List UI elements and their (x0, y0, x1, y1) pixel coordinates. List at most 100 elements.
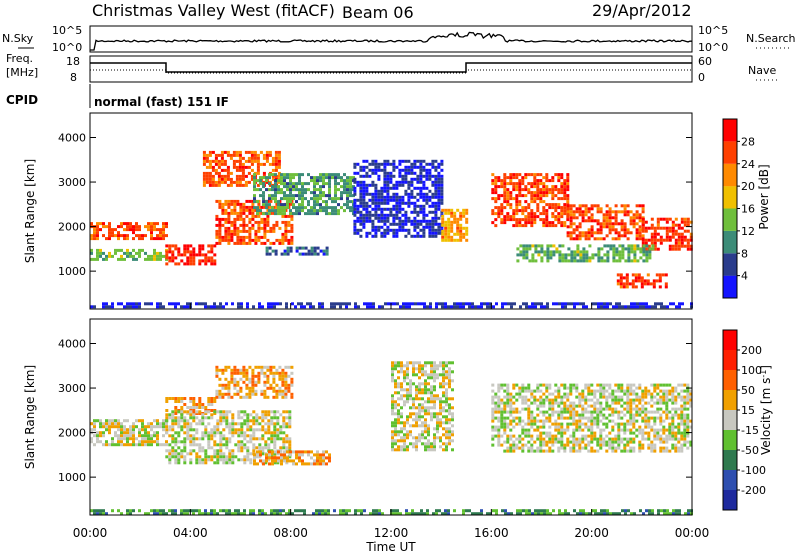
power-cell (509, 203, 513, 207)
power-cell (611, 210, 615, 214)
power-cell (497, 176, 501, 180)
power-cell (295, 206, 298, 210)
velocity-cell (111, 443, 114, 447)
power-cell (211, 180, 215, 184)
velocity-cell (632, 401, 636, 405)
velocity-cell (433, 415, 436, 419)
power-cell (242, 208, 246, 212)
velocity-cell (409, 394, 412, 398)
power-cell (542, 191, 546, 195)
velocity-cell (542, 401, 546, 405)
velocity-cell (261, 425, 265, 429)
velocity-cell (439, 382, 442, 386)
velocity-cell (266, 386, 270, 390)
power-cell (280, 191, 283, 195)
power-cell (678, 305, 681, 309)
power-cell (637, 279, 641, 283)
power-cell (578, 234, 582, 238)
power-cell (256, 171, 260, 175)
velocity-cell (439, 400, 442, 404)
velocity-cell (242, 365, 246, 369)
power-cell (377, 174, 381, 178)
power-cell (527, 212, 531, 216)
power-cell (528, 259, 532, 263)
velocity-cell (638, 401, 642, 405)
velocity-cell (415, 424, 418, 428)
power-cell (221, 238, 225, 242)
power-cell (533, 215, 537, 219)
velocity-cell (617, 386, 621, 390)
power-cell (271, 188, 274, 192)
velocity-cell (288, 455, 292, 459)
velocity-cell (126, 434, 129, 438)
power-cell (114, 234, 117, 238)
power-cell (404, 159, 408, 163)
velocity-cell (653, 419, 657, 423)
velocity-cell (120, 437, 123, 441)
power-cell (407, 228, 411, 232)
power-cell (515, 203, 519, 207)
power-cell (459, 211, 463, 215)
power-cell (584, 204, 588, 208)
power-cell (503, 218, 507, 222)
power-cell (153, 225, 156, 229)
velocity-cell (289, 453, 292, 457)
velocity-cell (536, 434, 540, 438)
power-cell (168, 259, 172, 263)
velocity-cell (228, 458, 232, 462)
velocity-cell (421, 415, 424, 419)
velocity-cell (578, 443, 582, 447)
power-cell (322, 179, 325, 183)
velocity-cell (243, 458, 247, 462)
velocity-cell (566, 422, 570, 426)
power-cell (558, 259, 562, 263)
velocity-cell (626, 404, 630, 408)
power-cell (608, 207, 612, 211)
power-cell (398, 168, 402, 172)
velocity-cell (424, 445, 427, 449)
power-ylabel: Slant Range [km] (23, 159, 37, 263)
power-cell (165, 222, 168, 226)
power-cell (114, 248, 117, 252)
velocity-cell (415, 361, 418, 365)
power-cell (413, 165, 417, 169)
velocity-cell (572, 446, 576, 450)
power-cell (269, 241, 273, 245)
velocity-cell (283, 456, 286, 460)
velocity-cell (418, 418, 421, 422)
power-cell (377, 195, 381, 199)
power-cell (563, 197, 567, 201)
power-cell (217, 171, 221, 175)
velocity-cell (421, 388, 424, 392)
power-cell (447, 226, 451, 230)
velocity-cell (584, 422, 588, 426)
velocity-cell (183, 461, 187, 465)
velocity-cell (569, 449, 573, 453)
velocity-cell (394, 433, 397, 437)
power-cell (99, 222, 102, 226)
velocity-cell (258, 455, 262, 459)
power-cell (380, 201, 384, 205)
power-cell (578, 225, 582, 229)
power-cell (241, 174, 245, 178)
velocity-cell (391, 373, 394, 377)
power-cell (548, 203, 552, 207)
power-colorbar-tick-label: 24 (741, 158, 755, 171)
power-cell (663, 305, 666, 309)
power-cell (386, 216, 390, 220)
power-cell (290, 214, 294, 218)
velocity-cell (611, 398, 615, 402)
power-cell (319, 206, 322, 210)
power-cell (198, 262, 202, 266)
power-cell (349, 176, 352, 180)
power-cell (419, 228, 423, 232)
power-cell (575, 207, 579, 211)
power-cell (372, 302, 375, 306)
velocity-cell (189, 452, 193, 456)
power-cell (655, 273, 659, 277)
power-colorbar-swatch (723, 253, 737, 276)
power-cell (471, 302, 474, 306)
power-cell (159, 257, 162, 261)
velocity-cell (246, 419, 250, 423)
